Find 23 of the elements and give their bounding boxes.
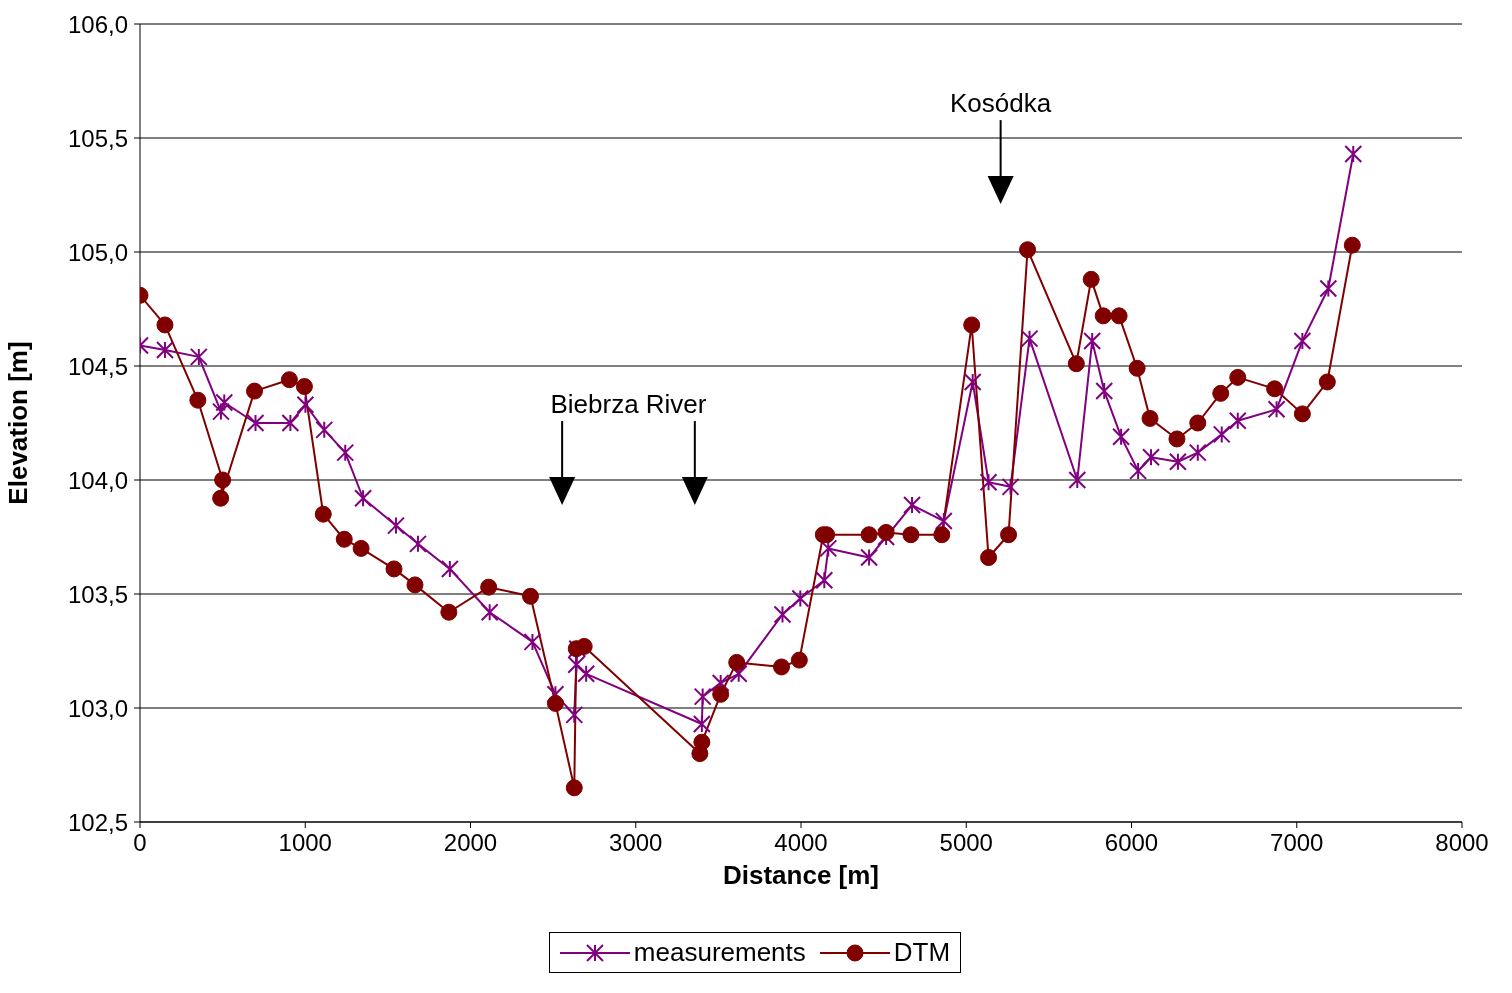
y-tick-label: 103,0 [67,694,128,722]
y-tick-label: 106,0 [67,10,128,38]
legend-label: measurements [633,937,806,968]
annotation: Biebrza River [550,389,707,420]
y-tick-label: 102,5 [67,808,128,836]
y-tick-label: 103,5 [67,580,128,608]
y-tick-label: 104,0 [67,466,128,494]
y-tick-label: 105,5 [67,124,128,152]
x-tick-label: 8000 [1435,829,1489,857]
legend-label: DTM [893,937,951,968]
y-tick-label: 105,0 [67,238,128,266]
x-tick-label: 1000 [278,829,332,857]
x-tick-label: 6000 [1104,829,1159,857]
annotation: Kosódka [950,88,1052,119]
y-axis-title: Elevation [m] [3,341,34,505]
x-tick-label: 0 [133,829,147,857]
x-tick-label: 7000 [1270,829,1324,857]
x-tick-label: 3000 [609,829,663,857]
x-tick-label: 4000 [774,829,828,857]
y-tick-label: 104,5 [67,352,128,380]
x-axis-title: Distance [m] [722,860,880,890]
x-tick-label: 5000 [939,829,993,857]
x-tick-label: 2000 [443,829,498,857]
